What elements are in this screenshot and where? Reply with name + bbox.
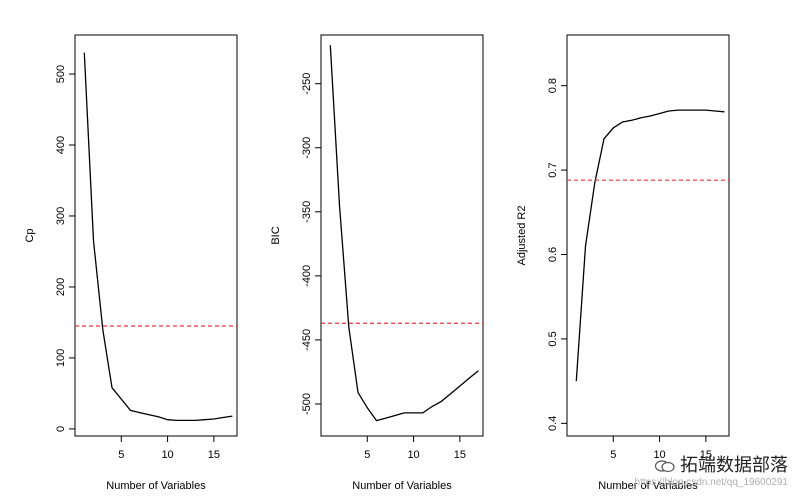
adjusted-r2-y-tick-label: 0.5 <box>547 331 559 346</box>
cp-y-tick-label: 200 <box>55 278 67 296</box>
cp-y-tick-label: 100 <box>55 349 67 367</box>
bic-y-tick-label: -400 <box>301 265 313 287</box>
adjusted-r2-y-tick-label: 0.6 <box>547 247 559 262</box>
adjusted-r2-x-tick-label: 5 <box>610 449 616 461</box>
cp-x-tick-label: 5 <box>118 449 124 461</box>
adjusted-r2-x-tick-label: 15 <box>700 449 712 461</box>
bic-panel: 5 10 15 -500 -450 -400 -350 -300 -250 Number of V… <box>270 34 484 492</box>
cp-x-axis-label: Number of Variables <box>106 480 206 492</box>
bic-plot-frame <box>320 34 484 437</box>
watermark-brand-text: 拓端数据部落 <box>680 455 788 476</box>
bic-y-tick-label: -450 <box>301 329 313 351</box>
bic-y-tick-label: -300 <box>301 137 313 159</box>
cp-series-line <box>83 52 233 422</box>
cp-y-tick-label: 0 <box>55 426 67 432</box>
bic-y-tick-label: -250 <box>301 73 313 95</box>
bic-x-tick-label: 5 <box>364 449 370 461</box>
watermark-brand: 拓端数据部落 <box>635 451 788 477</box>
bic-y-tick-label: -500 <box>301 393 313 415</box>
adjusted-r2-x-tick-label: 10 <box>653 449 665 461</box>
cp-x-tick-label: 10 <box>161 449 173 461</box>
wechat-icon <box>654 460 675 473</box>
adjusted-r2-y-axis-label: Adjusted R2 <box>516 206 528 266</box>
adjusted-r2-panel: 5 10 15 0.4 0.5 0.6 0.7 0.8 Number of Variables A… <box>516 34 730 492</box>
bic-x-tick-label: 10 <box>407 449 419 461</box>
adjusted-r2-y-tick-label: 0.4 <box>547 416 559 431</box>
bic-y-axis-label: BIC <box>270 226 282 244</box>
cp-x-tick-label: 15 <box>208 449 220 461</box>
adjusted-r2-x-axis-label: Number of Variables <box>598 480 698 492</box>
cp-y-tick-label: 300 <box>55 207 67 225</box>
bic-x-tick-label: 15 <box>454 449 466 461</box>
watermark-url: https://blog.csdn.net/qq_19600291 <box>634 477 788 488</box>
adjusted-r2-series-line <box>575 109 725 382</box>
cp-y-tick-label: 500 <box>55 65 67 83</box>
bic-x-axis-label: Number of Variables <box>352 480 452 492</box>
bic-y-tick-label: -350 <box>301 201 313 223</box>
cp-plot-frame <box>74 34 238 437</box>
bic-series-line <box>329 45 479 422</box>
cp-panel: 5 10 15 0 100 200 300 400 500 Number of Variables… <box>24 34 238 492</box>
adjusted-r2-plot-frame <box>566 34 730 437</box>
cp-y-axis-label: Cp <box>24 228 36 242</box>
adjusted-r2-y-tick-label: 0.8 <box>547 78 559 93</box>
watermark: 拓端数据部落 https://blog.csdn.net/qq_19600291 <box>635 451 788 488</box>
cp-y-tick-label: 400 <box>55 136 67 154</box>
adjusted-r2-y-tick-label: 0.7 <box>547 162 559 177</box>
